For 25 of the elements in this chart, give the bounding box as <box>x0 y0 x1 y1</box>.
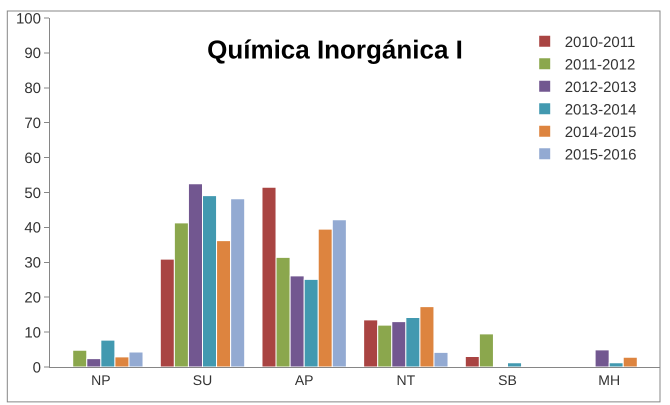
legend-label: 2012-2013 <box>564 79 636 96</box>
legend-label: 2010-2011 <box>564 34 636 52</box>
y-tick-label: 100 <box>16 10 41 28</box>
x-tick-label: SB <box>498 372 517 388</box>
y-tick-label: 90 <box>24 45 41 62</box>
x-tick-label: SU <box>192 372 212 388</box>
y-tick-label: 40 <box>24 220 41 237</box>
legend-label: 2011-2012 <box>564 56 636 74</box>
y-tick-label: 50 <box>24 184 41 202</box>
y-tick-label: 10 <box>24 324 41 342</box>
legend-label: 2014-2015 <box>564 124 636 142</box>
x-tick-label: MH <box>598 372 620 388</box>
text: Química Inorgánica I <box>207 34 463 65</box>
bar <box>507 362 522 367</box>
x-tick-label: AP <box>294 372 314 388</box>
y-tick-label: 70 <box>24 114 41 132</box>
y-tick-label: 0 <box>32 359 41 376</box>
y-tick-label: 80 <box>24 80 41 98</box>
y-tick-label: 60 <box>24 150 41 167</box>
y-tick-label: 30 <box>24 254 41 272</box>
x-tick-label: NT <box>396 372 416 388</box>
y-tick-label: 20 <box>24 289 41 306</box>
legend-label: 2015-2016 <box>564 146 636 164</box>
legend-label: 2013-2014 <box>564 102 636 119</box>
x-tick-label: NP <box>91 372 111 388</box>
